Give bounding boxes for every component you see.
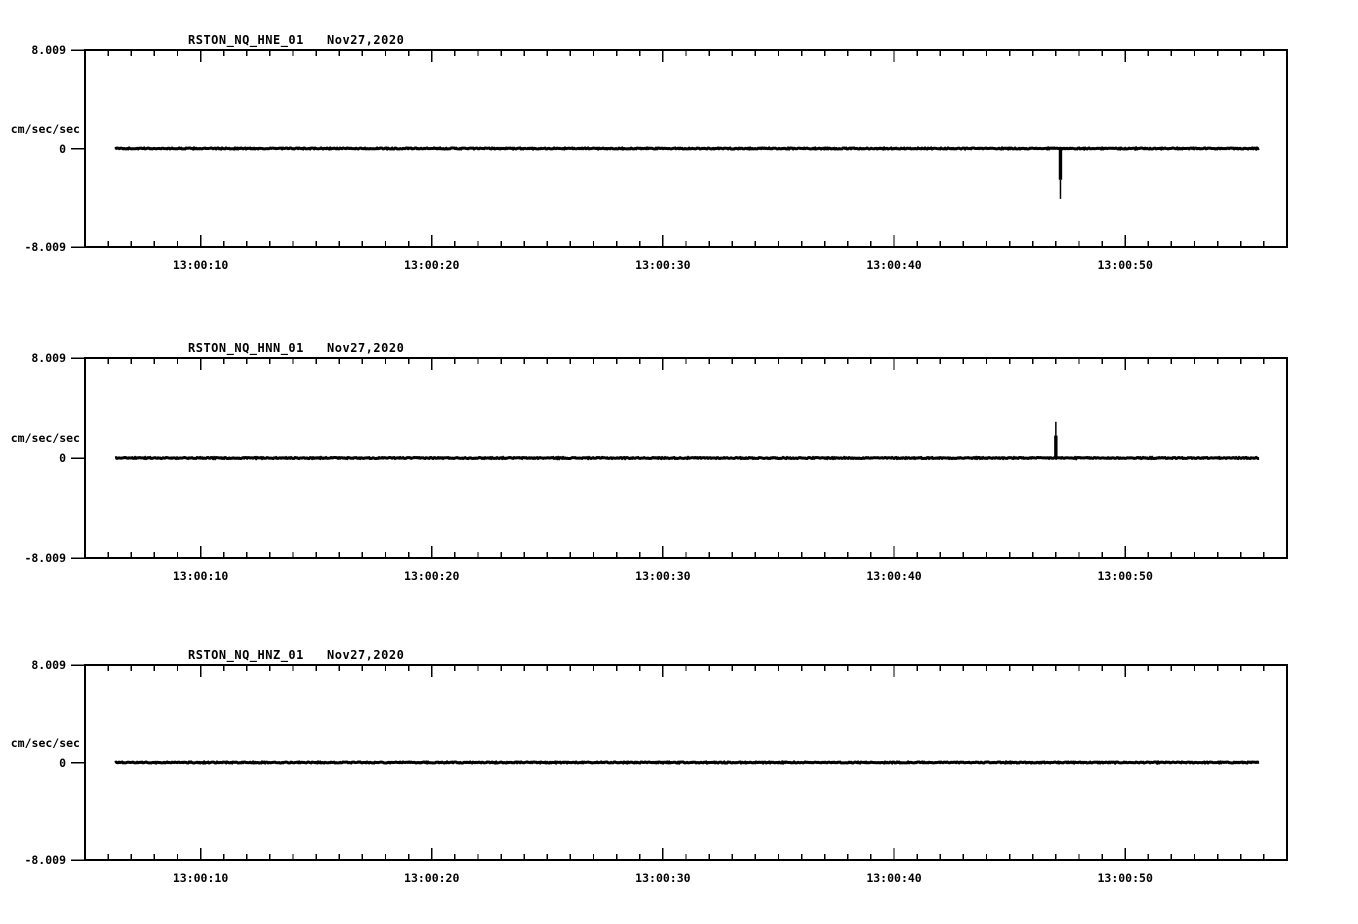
y-axis-units-label-hnz: cm/sec/sec	[10, 735, 80, 750]
x-axis-tick-label-hne-3: 13:00:40	[866, 258, 922, 272]
x-axis-tick-label-hnz-4: 13:00:50	[1097, 871, 1153, 885]
x-axis-tick-label-hne-0: 13:00:10	[172, 258, 229, 272]
panel-title-hne: RSTON_NQ_HNE_01 Nov27,2020	[188, 33, 405, 47]
x-axis-tick-label-hnz-1: 13:00:20	[404, 871, 460, 885]
y-axis-max-label-hnz: 8.009	[31, 658, 66, 672]
x-axis-tick-label-hnn-1: 13:00:20	[404, 569, 460, 583]
y-axis-zero-label-hne: 0	[59, 141, 66, 156]
panel-title-hnn: RSTON_NQ_HNN_01 Nov27,2020	[188, 341, 405, 355]
y-axis-units-label-hnn: cm/sec/sec	[10, 431, 80, 445]
y-axis-zero-label-hnn: 0	[59, 451, 66, 465]
x-axis-tick-label-hne-2: 13:00:30	[635, 258, 691, 272]
x-axis-tick-label-hnz-3: 13:00:40	[866, 871, 922, 885]
y-axis-min-label-hnz: -8.009	[24, 853, 66, 867]
x-axis-tick-label-hnn-4: 13:00:50	[1097, 569, 1153, 583]
y-axis-zero-label-hnz: 0	[59, 755, 66, 770]
x-axis-tick-label-hnz-0: 13:00:10	[172, 871, 229, 885]
y-axis-min-label-hne: -8.009	[24, 240, 66, 254]
x-axis-tick-label-hnn-3: 13:00:40	[866, 569, 922, 583]
panel-title-hnz: RSTON_NQ_HNZ_01 Nov27,2020	[188, 648, 405, 662]
x-axis-tick-label-hnn-2: 13:00:30	[635, 569, 691, 583]
y-axis-max-label-hne: 8.009	[31, 43, 66, 57]
x-axis-tick-label-hne-4: 13:00:50	[1097, 258, 1153, 272]
x-axis-tick-label-hne-1: 13:00:20	[404, 258, 460, 272]
x-axis-tick-label-hnz-2: 13:00:30	[635, 871, 691, 885]
y-axis-max-label-hnn: 8.009	[31, 351, 66, 365]
y-axis-units-label-hne: cm/sec/sec	[10, 121, 80, 136]
y-axis-min-label-hnn: -8.009	[24, 551, 66, 565]
x-axis-tick-label-hnn-0: 13:00:10	[172, 569, 229, 583]
